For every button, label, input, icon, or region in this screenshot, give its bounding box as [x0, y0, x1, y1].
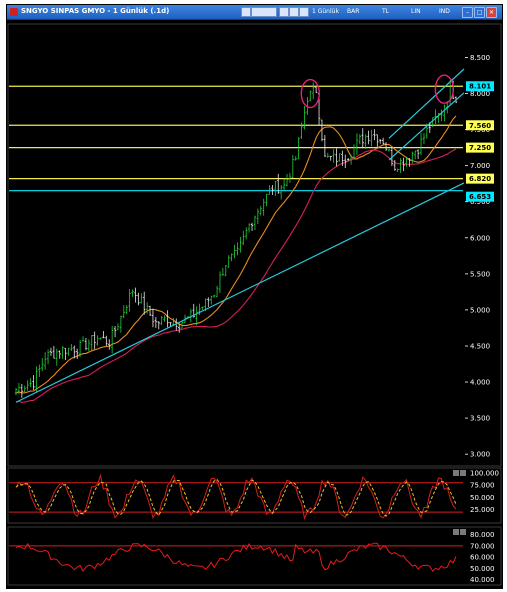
window-title: SNGYO SINPAS GMYO - 1 Günlük (.1d): [21, 7, 170, 15]
level-badge-label: 6.820: [469, 175, 491, 183]
rsi-tick-label: 60.000: [470, 554, 495, 562]
rsi-panel: [7, 526, 502, 586]
title-bar: SNGYO SINPAS GMYO - 1 Günlük (.1d) 1 Gün…: [7, 5, 502, 20]
stochastic-d-line: [15, 478, 457, 517]
rsi-tick-label: 70.000: [470, 542, 495, 550]
stochastic-k-line: [15, 473, 457, 520]
stochastic-panel: [7, 467, 502, 524]
stochastic-tick-label: 25.000: [470, 506, 495, 514]
panel-button[interactable]: [453, 470, 459, 476]
stochastic-tick-label: 75.000: [470, 482, 495, 490]
y-tick-label: 6.500: [470, 198, 490, 206]
level-badge-label: 6.653: [469, 193, 491, 201]
currency-label[interactable]: TL: [382, 8, 390, 15]
y-tick-label: 7.000: [470, 162, 490, 170]
level-badge-1: [466, 120, 494, 131]
level-badge-label: 7.560: [469, 122, 491, 130]
rsi-tick-label: 80.000: [470, 531, 495, 539]
trendline-1: [388, 92, 465, 161]
level-badge-2: [466, 142, 494, 153]
toolbar-icon[interactable]: [279, 7, 289, 17]
level-badge-3: [466, 173, 494, 184]
panel-close-button[interactable]: [460, 529, 466, 535]
panel-button[interactable]: [453, 529, 459, 535]
level-badge-label: 8.101: [469, 83, 491, 91]
moving-average-long: [15, 148, 457, 403]
y-tick-label: 4.500: [470, 342, 490, 350]
indicator-label[interactable]: IND: [439, 8, 450, 15]
minimize-button[interactable]: –: [462, 7, 473, 18]
level-badge-0: [466, 81, 494, 92]
bar-type-label[interactable]: BAR: [347, 8, 360, 15]
y-tick-label: 6.000: [470, 234, 490, 242]
rsi-line: [15, 542, 457, 573]
level-badge-4: [466, 191, 494, 202]
level-badge-label: 7.250: [469, 144, 491, 152]
toolbar-icon[interactable]: [299, 7, 309, 17]
candles: [14, 79, 458, 398]
toolbar-icon[interactable]: [289, 7, 299, 17]
chart-window: SNGYO SINPAS GMYO - 1 Günlük (.1d) 1 Gün…: [6, 4, 503, 589]
rsi-tick-label: 40.000: [470, 576, 495, 584]
y-tick-label: 5.500: [470, 270, 490, 278]
y-tick-label: 5.000: [470, 306, 490, 314]
maximize-button[interactable]: □: [474, 7, 485, 18]
main-panel: [7, 23, 502, 467]
period-label[interactable]: 1 Günlük: [312, 8, 339, 15]
highlight-circle-1: [434, 74, 455, 104]
y-tick-label: 8.500: [470, 54, 490, 62]
toolbar-icon[interactable]: [241, 7, 251, 17]
scale-label[interactable]: LIN: [411, 8, 421, 15]
rsi-tick-label: 50.000: [470, 565, 495, 573]
moving-average-short: [15, 115, 457, 394]
panel-close-button[interactable]: [460, 470, 466, 476]
stochastic-tick-label: 50.000: [470, 494, 495, 502]
y-tick-label: 4.000: [470, 379, 490, 387]
stochastic-tick-label: 100.000: [470, 469, 499, 477]
y-tick-label: 3.000: [470, 451, 490, 459]
close-button[interactable]: ✕: [486, 7, 497, 18]
symbol-box[interactable]: [251, 7, 277, 17]
trendline-0: [15, 182, 465, 403]
highlight-circle-0: [300, 78, 321, 109]
chart-canvas[interactable]: 8.5008.0007.5007.0006.5006.0005.5005.000…: [7, 20, 502, 588]
y-tick-label: 8.000: [470, 90, 490, 98]
y-tick-label: 3.500: [470, 415, 490, 423]
app-icon: [10, 8, 18, 16]
